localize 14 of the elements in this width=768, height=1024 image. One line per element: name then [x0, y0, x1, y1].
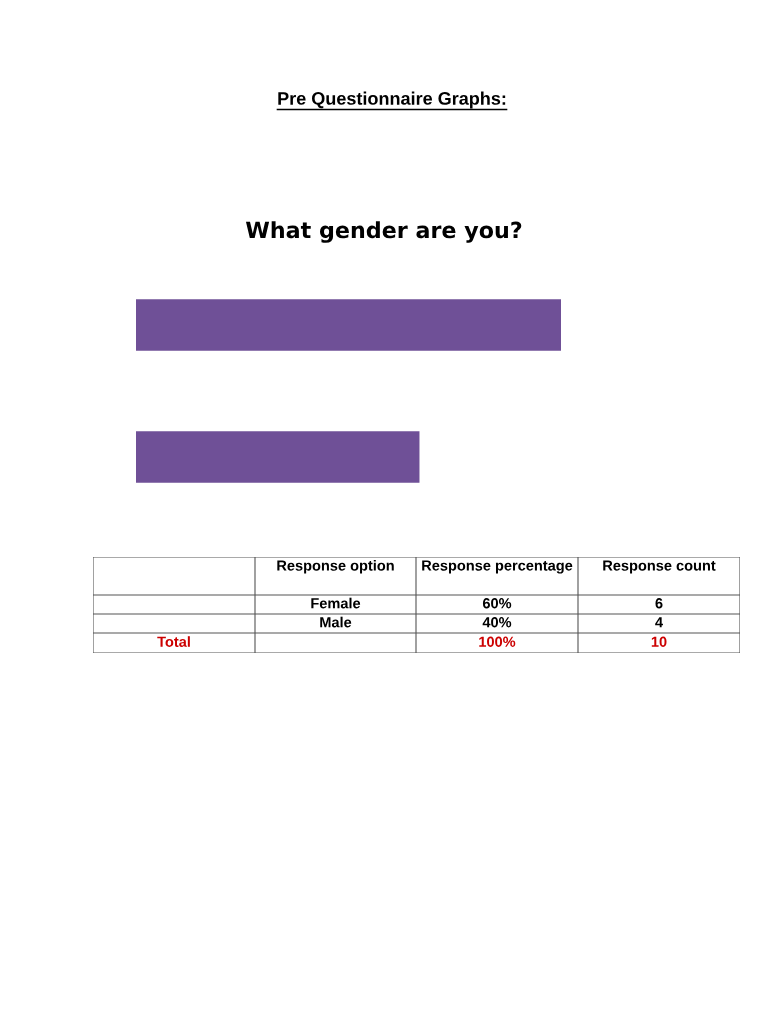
- text: Pre Questionnaire Graphs:: [278, 91, 506, 109]
- text: Female: [311, 597, 361, 609]
- text: Total: [157, 636, 190, 647]
- category-label: Response count: [603, 560, 716, 574]
- text: 6: [655, 598, 663, 609]
- text: Male: [320, 616, 352, 628]
- category-label: Response percentage: [422, 560, 573, 574]
- text: 100%: [479, 636, 516, 647]
- text: 40%: [482, 617, 512, 628]
- text: 4: [655, 617, 663, 628]
- text: 10: [651, 636, 667, 647]
- chart-title: What gender are you?: [245, 221, 522, 243]
- category-label: Response option: [277, 560, 394, 574]
- text: 60%: [482, 598, 512, 609]
